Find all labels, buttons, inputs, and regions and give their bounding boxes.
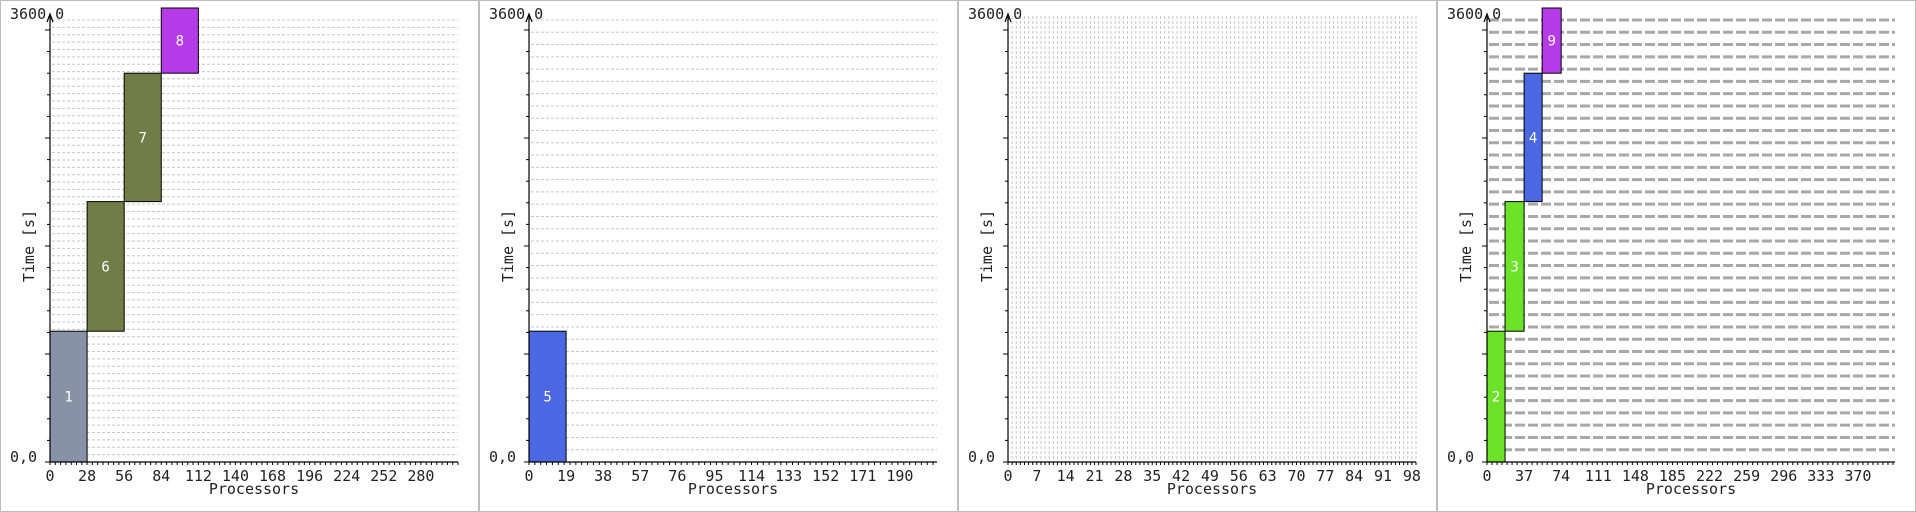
origin-label: 0,0	[10, 448, 37, 466]
chart-panel-1: 1 6 7 8 0 28 56 84 112 140 168 196 224 252 280 3600,0 0,…	[0, 0, 479, 512]
y-axis-label: Time [s]	[978, 210, 996, 282]
x-axis-label: Processors	[209, 480, 299, 498]
job-bar-7[interactable]	[123, 72, 162, 203]
x-tick-label: 63	[1259, 467, 1277, 485]
x-tick-label: 42	[1172, 467, 1190, 485]
x-tick-label: 0	[45, 467, 54, 485]
x-tick-label: 74	[1552, 467, 1570, 485]
origin-label: 0,0	[1447, 448, 1474, 466]
x-tick-label: 148	[1622, 467, 1649, 485]
x-tick-label: 0	[1003, 467, 1012, 485]
y-max-label: 3600,0	[968, 5, 1022, 23]
job-bar-8[interactable]	[160, 7, 199, 74]
y-axis-label: Time [s]	[1457, 210, 1475, 282]
job-label-4: 4	[1529, 130, 1537, 146]
x-tick-label: 28	[78, 467, 96, 485]
x-tick-label: 222	[1696, 467, 1723, 485]
x-tick-label: 38	[594, 467, 612, 485]
job-label-2: 2	[1492, 390, 1500, 406]
x-tick-label: 0	[1482, 467, 1491, 485]
y-axis-label: Time [s]	[499, 210, 517, 282]
x-tick-label: 152	[812, 467, 839, 485]
job-bar-3[interactable]	[1504, 201, 1525, 332]
y-axis-arrow	[46, 12, 54, 23]
x-tick-label: 224	[333, 467, 360, 485]
x-tick-label: 333	[1807, 467, 1834, 485]
x-tick-label: 49	[1201, 467, 1219, 485]
job-label-1: 1	[64, 390, 72, 406]
job-label-3: 3	[1510, 259, 1518, 275]
x-tick-label: 21	[1086, 467, 1104, 485]
x-tick-label: 185	[1659, 467, 1686, 485]
origin-label: 0,0	[968, 448, 995, 466]
chart-panel-4: 2 3 4 9 0 37 74 111 148 185 222 259 296 333 370 3600,0 0…	[1437, 0, 1916, 512]
x-tick-label: 7	[1032, 467, 1041, 485]
x-tick-label: 84	[1345, 467, 1363, 485]
chart-panel-2: 5 0 19 38 57 76 95 114 133 152 171 190 3600,0 0,0 Proc…	[479, 0, 958, 512]
grid	[1011, 16, 1417, 460]
y-axis-arrow	[1483, 12, 1491, 23]
x-tick-label: 0	[524, 467, 533, 485]
x-tick-label: 91	[1374, 467, 1392, 485]
x-tick-label: 140	[222, 467, 249, 485]
x-tick-label: 56	[1230, 467, 1248, 485]
x-tick-label: 111	[1585, 467, 1612, 485]
y-axis-arrow	[1004, 12, 1012, 23]
x-axis-label: Processors	[1646, 480, 1736, 498]
job-label-6: 6	[101, 259, 109, 275]
x-tick-label: 56	[115, 467, 133, 485]
x-tick-label: 98	[1403, 467, 1421, 485]
x-tick-label: 35	[1143, 467, 1161, 485]
x-tick-label: 190	[886, 467, 913, 485]
x-axis-label: Processors	[688, 480, 778, 498]
x-tick-label: 14	[1057, 467, 1075, 485]
x-tick-label: 370	[1844, 467, 1871, 485]
job-label-7: 7	[139, 130, 147, 146]
y-axis-label: Time [s]	[20, 210, 38, 282]
x-tick-label: 114	[738, 467, 765, 485]
x-tick-label: 37	[1515, 467, 1533, 485]
x-tick-label: 95	[705, 467, 723, 485]
x-tick-label: 171	[849, 467, 876, 485]
x-tick-label: 280	[407, 467, 434, 485]
job-bar-1[interactable]	[49, 330, 88, 463]
x-tick-label: 168	[259, 467, 286, 485]
x-axis-label: Processors	[1167, 480, 1257, 498]
x-tick-label: 196	[296, 467, 323, 485]
x-tick-label: 70	[1287, 467, 1305, 485]
x-tick-label: 133	[775, 467, 802, 485]
x-tick-label: 76	[668, 467, 686, 485]
y-max-label: 3600,0	[1447, 5, 1501, 23]
y-max-label: 3600,0	[10, 5, 64, 23]
x-tick-label: 259	[1733, 467, 1760, 485]
chart-panel-3: 0 7 14 21 28 35 42 49 56 63 70 77 84 91 98 3600,0 0,0 Pro…	[958, 0, 1437, 512]
job-bar-9[interactable]	[1541, 7, 1562, 74]
x-tick-label: 19	[557, 467, 575, 485]
y-max-label: 3600,0	[489, 5, 543, 23]
x-tick-label: 112	[185, 467, 212, 485]
x-tick-label: 57	[631, 467, 649, 485]
job-bar-4[interactable]	[1523, 72, 1543, 203]
x-tick-label: 296	[1770, 467, 1797, 485]
job-label-5: 5	[543, 390, 551, 406]
job-bar-6[interactable]	[86, 201, 125, 332]
x-tick-label: 77	[1316, 467, 1334, 485]
job-label-8: 8	[176, 34, 184, 50]
x-tick-label: 252	[370, 467, 397, 485]
job-label-9: 9	[1547, 34, 1555, 50]
y-axis-arrow	[525, 12, 533, 23]
x-tick-label: 28	[1114, 467, 1132, 485]
grid	[531, 19, 937, 451]
x-tick-label: 84	[152, 467, 170, 485]
origin-label: 0,0	[489, 448, 516, 466]
